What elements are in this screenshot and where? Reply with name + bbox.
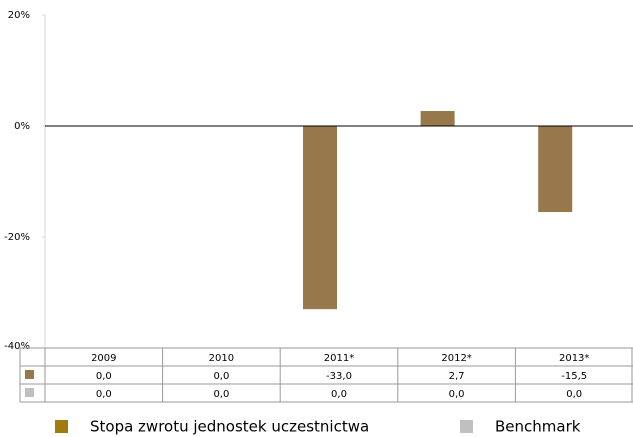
bar bbox=[420, 111, 455, 126]
x-tick-label: 2011* bbox=[324, 353, 354, 364]
table-value: 0,0 bbox=[96, 389, 112, 400]
bar bbox=[538, 126, 573, 213]
bar bbox=[303, 126, 337, 310]
y-tick-label: -20% bbox=[4, 232, 30, 243]
legend-label: Benchmark bbox=[495, 418, 581, 436]
legend-key bbox=[460, 420, 473, 433]
x-tick-label: 2012* bbox=[441, 353, 471, 364]
table-value: 2,7 bbox=[449, 371, 465, 382]
x-tick-label: 2010 bbox=[209, 353, 234, 364]
legend-key bbox=[55, 420, 68, 433]
table-value: -15,5 bbox=[561, 371, 587, 382]
legend-label: Stopa zwrotu jednostek uczestnictwa bbox=[90, 418, 369, 436]
table-value: 0,0 bbox=[566, 389, 582, 400]
table-value: 0,0 bbox=[449, 389, 465, 400]
table-value: 0,0 bbox=[213, 389, 229, 400]
y-tick-label: 20% bbox=[8, 10, 30, 21]
table-legend-key bbox=[25, 388, 34, 397]
table-value: 0,0 bbox=[96, 371, 112, 382]
table-value: 0,0 bbox=[331, 389, 347, 400]
x-tick-label: 2013* bbox=[559, 353, 589, 364]
table-legend-key bbox=[25, 370, 34, 379]
y-tick-label: -40% bbox=[4, 341, 30, 352]
table-value: 0,0 bbox=[213, 371, 229, 382]
y-tick-label: 0% bbox=[14, 121, 30, 132]
table-value: -33,0 bbox=[326, 371, 352, 382]
x-tick-label: 2009 bbox=[91, 353, 116, 364]
